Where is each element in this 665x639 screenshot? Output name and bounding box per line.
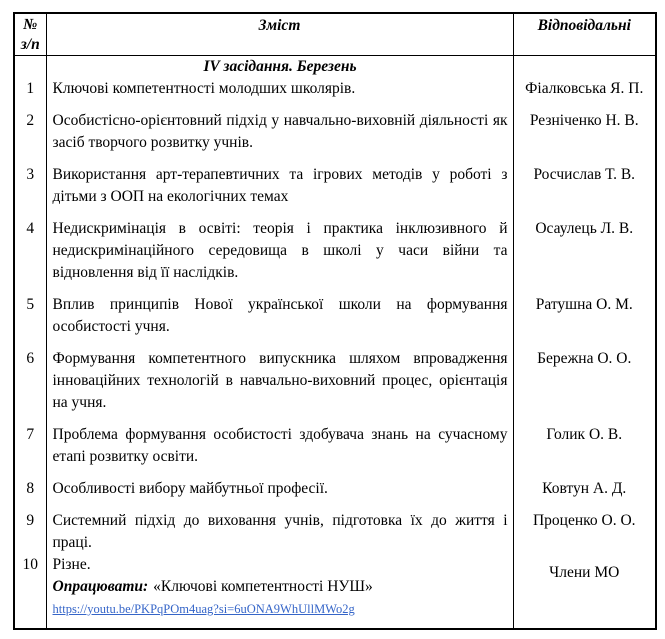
table-row: 3 Використання арт-терапевтичних та ігро… (13, 164, 657, 218)
row-content-text: Недискримінація в освіті: теорія і практ… (52, 220, 508, 281)
header-row: № з/п Зміст Відповідальні (13, 13, 657, 56)
table-header: № з/п Зміст Відповідальні (13, 13, 657, 56)
row-content: Недискримінація в освіті: теорія і практ… (45, 218, 514, 294)
row-content: Різне. Опрацювати: «Ключові компетентност… (45, 554, 514, 629)
row-content: Використання арт-терапевтичних та ігрови… (45, 164, 514, 218)
row-content-text: Ключові компетентності молодших школярів… (52, 80, 356, 97)
row-content-text: Вплив принципів Нової української школи … (52, 296, 508, 335)
row-responsible: Бережна О. О. (512, 348, 657, 424)
header-number-line2: з/п (20, 36, 40, 53)
agenda-table: № з/п Зміст Відповідальні 1 IV засідання… (13, 12, 657, 630)
note-label: Опрацювати: (52, 578, 149, 595)
header-cell-number: № з/п (13, 13, 47, 56)
row-content-text: Особистісно-орієнтовний підхід у навчаль… (52, 112, 508, 151)
row-responsible: Осаулець Л. В. (512, 218, 657, 294)
row-number: 5 (13, 294, 47, 348)
row-number: 8 (13, 478, 47, 510)
row-responsible: Голик О. В. (512, 424, 657, 478)
table-row: 9 Системний підхід до виховання учнів, п… (13, 510, 657, 554)
row-number: 9 (13, 510, 47, 554)
row-responsible: Проценко О. О. (512, 510, 657, 554)
row-number: 6 (13, 348, 47, 424)
row-content: Системний підхід до виховання учнів, під… (45, 510, 514, 554)
row-content-text: Проблема формування особистості здобувач… (52, 426, 508, 465)
table-row: 5 Вплив принципів Нової української школ… (13, 294, 657, 348)
row-number: 1 (13, 55, 47, 110)
table-row: 10 Різне. Опрацювати: «Ключові компетентн… (13, 554, 657, 629)
table-body: 1 IV засідання. Березень Ключові компете… (13, 55, 657, 629)
row-content-text: Формування компетентного випускника шлях… (52, 350, 508, 411)
row-number: 3 (13, 164, 47, 218)
row-responsible: Ковтун А. Д. (512, 478, 657, 510)
table-row: 6 Формування компетентного випускника шл… (13, 348, 657, 424)
section-title: IV засідання. Березень (203, 58, 357, 75)
table-row: 7 Проблема формування особистості здобув… (13, 424, 657, 478)
table-row: 8 Особливості вибору майбутньої професії… (13, 478, 657, 510)
row-content: Формування компетентного випускника шлях… (45, 348, 514, 424)
row-number: 2 (13, 110, 47, 164)
header-number-line1: № (23, 16, 38, 33)
note-text: «Ключові компетентності НУШ» (153, 578, 373, 595)
table-row: 2 Особистісно-орієнтовний підхід у навча… (13, 110, 657, 164)
youtube-link[interactable]: https://youtu.be/PKPqPOm4uag?si=6uONA9Wh… (52, 602, 355, 616)
row-content: Особливості вибору майбутньої професії. (45, 478, 514, 510)
row-content: Особистісно-орієнтовний підхід у навчаль… (45, 110, 514, 164)
row-content: IV засідання. Березень Ключові компетент… (45, 55, 514, 110)
header-cell-content: Зміст (45, 13, 514, 56)
table-row: 1 IV засідання. Березень Ключові компете… (13, 55, 657, 110)
row-number: 4 (13, 218, 47, 294)
row-content-text: Системний підхід до виховання учнів, під… (52, 512, 508, 551)
row-responsible: Резніченко Н. В. (512, 110, 657, 164)
row-content-text: Різне. (52, 556, 91, 573)
row-content-text: Використання арт-терапевтичних та ігрови… (52, 166, 508, 205)
table-row: 4 Недискримінація в освіті: теорія і пра… (13, 218, 657, 294)
row-responsible: Росчислав Т. В. (512, 164, 657, 218)
header-cell-responsible: Відповідальні (512, 13, 657, 56)
row-note: Опрацювати: «Ключові компетентності НУШ» (53, 576, 508, 598)
row-responsible: Фіалковська Я. П. (512, 55, 657, 110)
row-number: 10 (13, 554, 47, 629)
row-responsible: Члени МО (512, 554, 657, 629)
row-content-text: Особливості вибору майбутньої професії. (52, 480, 328, 497)
row-number: 7 (13, 424, 47, 478)
row-content: Проблема формування особистості здобувач… (45, 424, 514, 478)
row-content: Вплив принципів Нової української школи … (45, 294, 514, 348)
row-responsible: Ратушна О. М. (512, 294, 657, 348)
